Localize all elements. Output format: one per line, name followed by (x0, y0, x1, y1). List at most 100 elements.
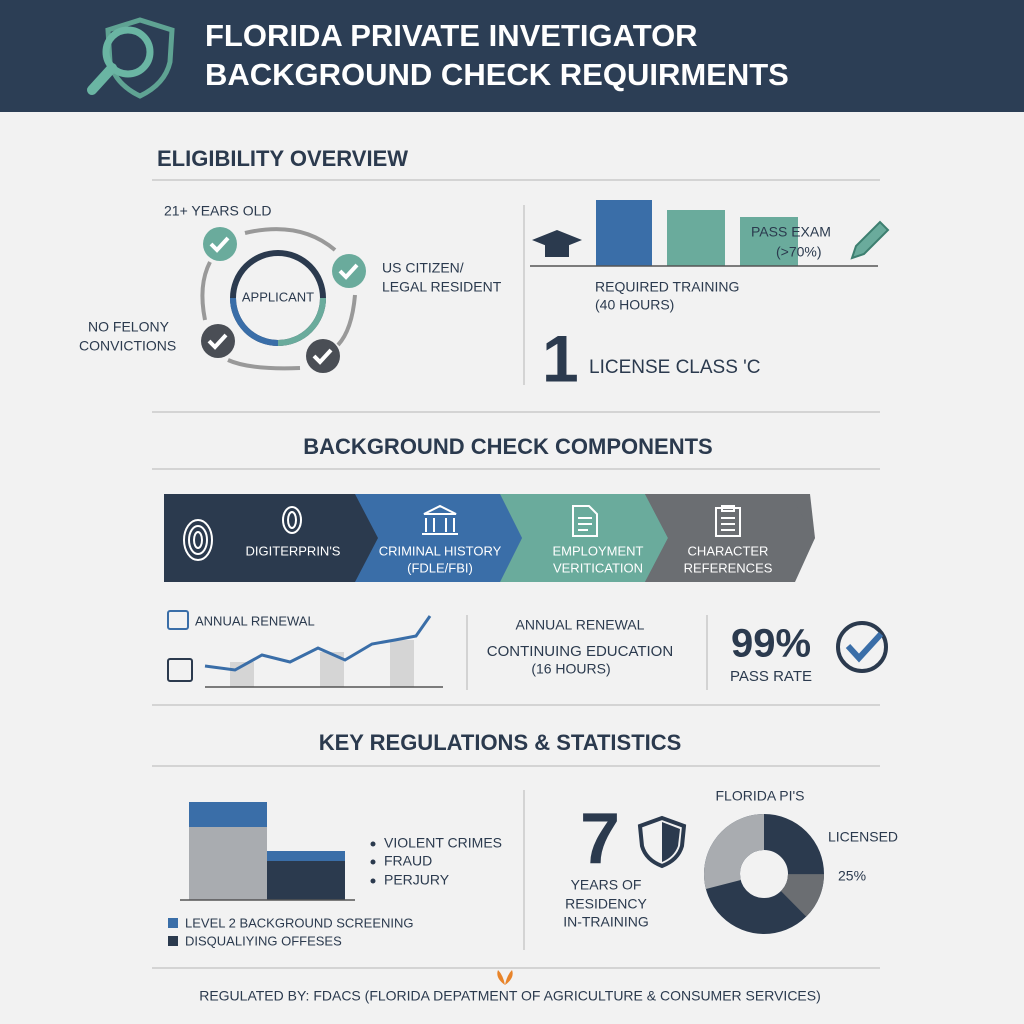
header: FLORIDA PRIVATE INVETIGATOR BACKGROUND C… (0, 0, 1024, 112)
license-label: LICENSE CLASS 'C (589, 357, 761, 378)
center-label: APPLICANT (242, 289, 314, 304)
step: REFERENCES (684, 560, 773, 575)
renewal: ANNUAL RENEWAL (516, 617, 645, 633)
section-heading: ELIGIBILITY OVERVIEW (157, 146, 408, 171)
section-heading: BACKGROUND CHECK COMPONENTS (303, 434, 712, 459)
pass-exam: (>70%) (776, 244, 822, 260)
title: FLORIDA PRIVATE INVETIGATOR (205, 18, 698, 53)
pis-title: FLORIDA PI'S (715, 788, 804, 804)
decoration (370, 878, 376, 884)
decoration (227, 358, 301, 371)
decoration (532, 230, 582, 250)
decoration (704, 814, 824, 934)
renewal: (16 HOURS) (531, 661, 610, 677)
decoration (183, 504, 741, 561)
decoration (836, 621, 888, 673)
decoration (287, 511, 297, 529)
decoration (244, 227, 337, 252)
decoration (370, 841, 376, 847)
offense: PERJURY (384, 872, 450, 888)
step: CRIMINAL HISTORY (379, 543, 502, 558)
residency-number: 7 (580, 799, 620, 879)
decoration (167, 610, 189, 630)
decoration (572, 505, 598, 537)
decoration (715, 505, 741, 537)
criterion: 21+ YEARS OLD (164, 203, 272, 219)
decoration (204, 615, 432, 672)
decoration (193, 531, 203, 549)
decoration (282, 506, 302, 534)
criterion: LEGAL RESIDENT (382, 279, 502, 295)
decoration (189, 802, 267, 827)
decoration (168, 918, 178, 928)
criterion: NO FELONY (88, 319, 170, 335)
decoration (662, 822, 680, 862)
training: (40 HOURS) (595, 297, 674, 313)
decoration (87, 63, 117, 95)
components: BACKGROUND CHECK COMPONENTS DIGITERPRIN'… (152, 434, 888, 706)
decoration (497, 968, 513, 985)
residency: IN-TRAINING (563, 914, 649, 930)
pass-rate-label: PASS RATE (730, 668, 812, 685)
step: EMPLOYMENT (552, 543, 643, 558)
decoration (267, 861, 345, 900)
decoration (230, 297, 279, 346)
decoration (312, 348, 333, 365)
decoration (545, 245, 569, 257)
decoration (645, 494, 815, 582)
step: VERITICATION (553, 560, 643, 575)
decoration (637, 815, 687, 869)
step: DIGITERPRIN'S (246, 543, 341, 558)
criterion: US CITIZEN/ (382, 260, 464, 276)
offense: VIOLENT CRIMES (384, 835, 502, 851)
decoration (207, 333, 228, 350)
footer: REGULATED BY: FDACS (FLORIDA DEPATMENT O… (199, 968, 821, 1004)
decoration (370, 859, 376, 865)
decoration (336, 294, 357, 347)
decoration (596, 200, 652, 266)
title: BACKGROUND CHECK REQUIRMENTS (205, 57, 789, 92)
decoration (390, 640, 414, 687)
legend-entry: DISQUALIYING OFFESES (185, 933, 342, 948)
residency: YEARS OF (571, 877, 642, 893)
footer-text: REGULATED BY: FDACS (FLORIDA DEPATMENT O… (199, 988, 821, 1004)
license-number: 1 (542, 321, 579, 395)
pass-rate: 99% (731, 622, 811, 666)
decoration (102, 26, 154, 78)
decoration (667, 210, 725, 266)
step: CHARACTER (688, 543, 769, 558)
decoration (338, 263, 359, 280)
renewal: CONTINUING EDUCATION (487, 643, 673, 660)
training: REQUIRED TRAINING (595, 279, 739, 295)
residency: RESIDENCY (565, 896, 647, 912)
decoration (164, 494, 668, 582)
decoration (850, 220, 890, 260)
decoration (164, 494, 378, 582)
decoration (168, 936, 178, 946)
decoration (188, 525, 208, 555)
decoration (277, 297, 326, 346)
decoration (183, 519, 213, 561)
decoration (209, 236, 230, 253)
offense: FRAUD (384, 853, 432, 869)
licensed-pct: 25% (838, 868, 866, 884)
legend-entry: LEVEL 2 BACKGROUND SCREENING (185, 915, 414, 930)
decoration (167, 658, 193, 682)
eligibility: ELIGIBILITY OVERVIEW APPLICANT 21+ YEARS… (79, 146, 890, 413)
decoration (267, 851, 345, 861)
decoration (704, 814, 824, 934)
pass-exam: PASS EXAM (751, 224, 831, 240)
section-heading: KEY REGULATIONS & STATISTICS (319, 730, 682, 755)
decoration (740, 217, 798, 266)
licensed: LICENSED (828, 829, 898, 845)
decoration (189, 827, 267, 900)
decoration (0, 0, 1024, 112)
step: (FDLE/FBI) (407, 560, 473, 575)
criterion: CONVICTIONS (79, 338, 176, 354)
decoration (845, 631, 884, 663)
decoration (422, 504, 458, 535)
decoration (200, 261, 212, 321)
regulations: KEY REGULATIONS & STATISTICS VIOLENT CRI… (152, 730, 898, 969)
